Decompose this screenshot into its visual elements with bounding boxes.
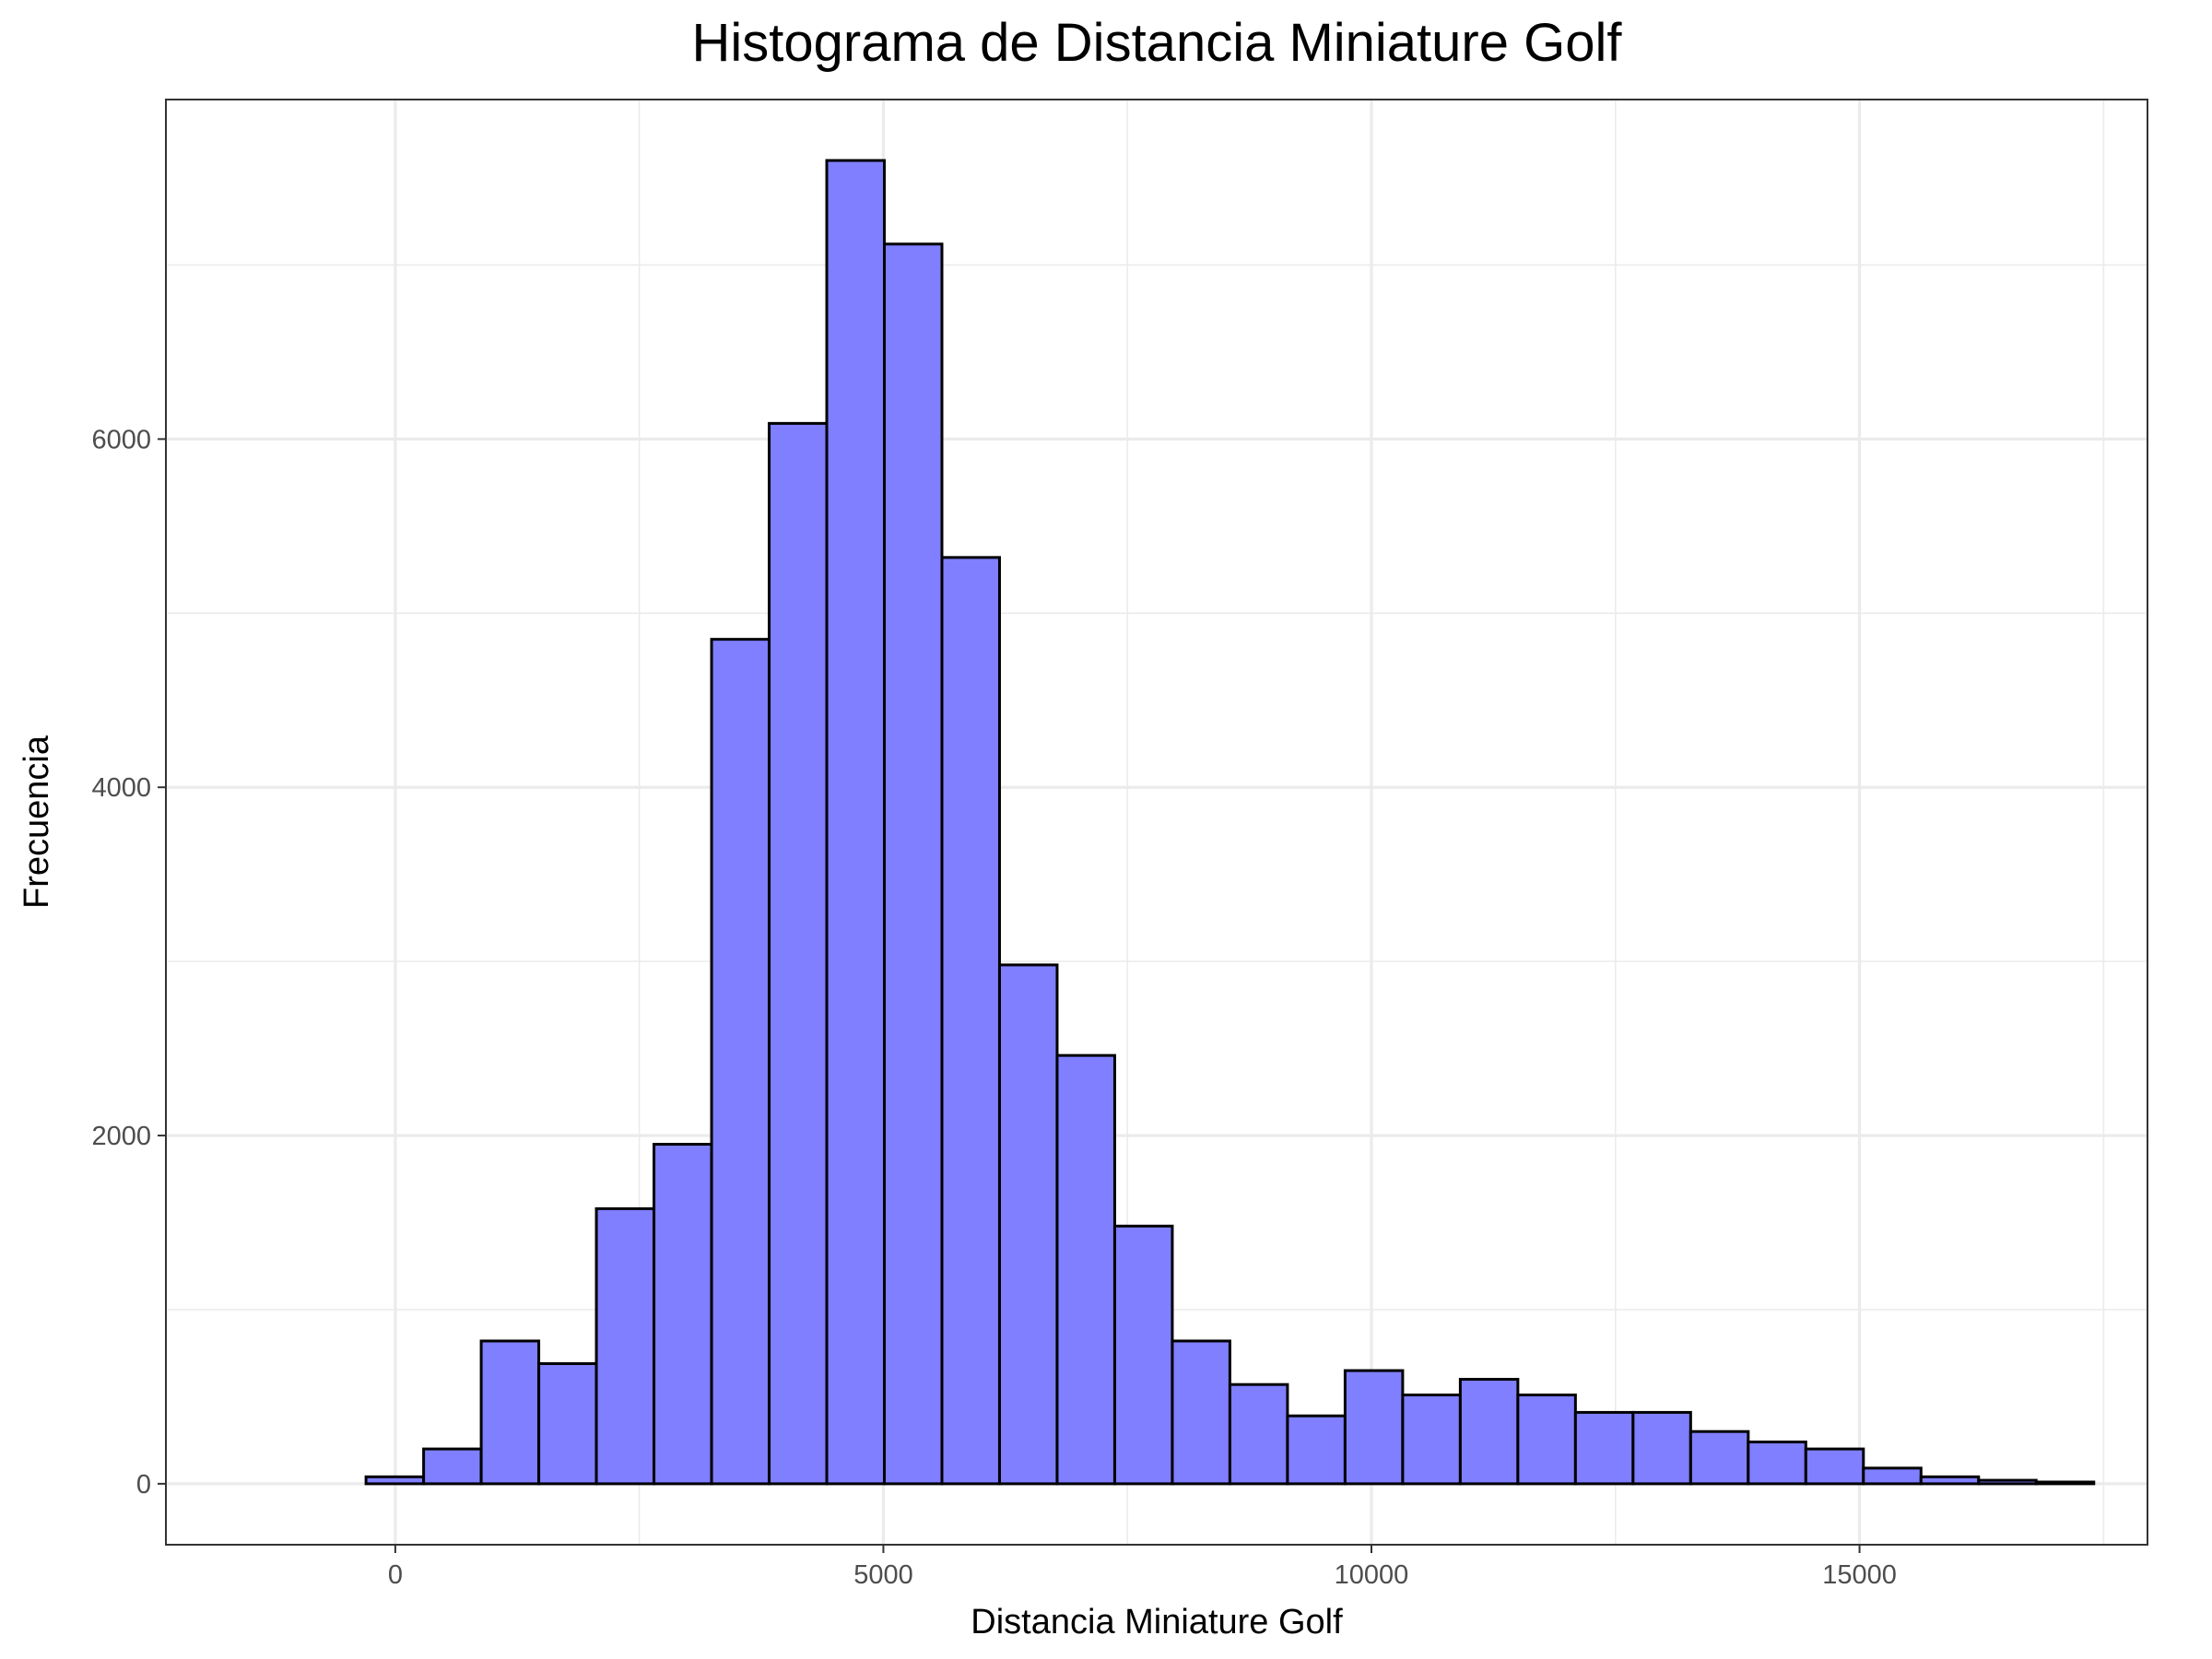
chart-title: Histograma de Distancia Miniature Golf: [692, 13, 1623, 73]
y-axis-title: Frecuencia: [18, 735, 56, 909]
histogram-bar: [1631, 1410, 1692, 1486]
histogram-bar: [422, 1447, 483, 1486]
plot-panel-border: [165, 99, 2148, 1546]
histogram-bar: [364, 1475, 426, 1486]
histogram-bar: [1401, 1394, 1462, 1486]
histogram-bar: [2034, 1480, 2096, 1486]
minor-gridlines: [166, 100, 2147, 1545]
histogram-bar: [1747, 1441, 1807, 1486]
histogram-bar: [1458, 1378, 1520, 1486]
histogram-bar: [1228, 1382, 1289, 1486]
histogram-bar: [710, 638, 771, 1486]
x-tick-label: 10000: [1335, 1560, 1409, 1590]
histogram-bar: [940, 556, 1001, 1486]
histogram-bar: [479, 1339, 541, 1486]
y-tick-label: 4000: [91, 773, 151, 803]
histogram-bar: [997, 963, 1059, 1486]
y-axis-ticks: 0 2000 4000 6000: [91, 425, 166, 1500]
y-tick-label: 6000: [91, 425, 151, 454]
histogram-bar: [1977, 1478, 2038, 1486]
histogram-bar: [825, 159, 887, 1486]
histogram-bar: [594, 1206, 656, 1486]
histogram-bar: [1688, 1430, 1750, 1486]
histogram-bar: [537, 1362, 598, 1486]
histogram-bar: [1055, 1053, 1116, 1486]
histogram-bar: [1516, 1394, 1577, 1486]
y-tick-label: 0: [136, 1470, 151, 1500]
histogram-bar: [1343, 1369, 1405, 1486]
x-tick-label: 5000: [853, 1560, 913, 1590]
histogram-bar: [1862, 1466, 1923, 1486]
histogram-bar: [1804, 1447, 1865, 1486]
histogram-bar: [1112, 1224, 1174, 1486]
y-tick-label: 2000: [91, 1122, 151, 1151]
x-tick-label: 0: [388, 1560, 403, 1590]
histogram-bar: [1171, 1339, 1231, 1486]
histogram-bar: [1919, 1475, 1981, 1486]
histogram-bars: [364, 159, 2096, 1486]
x-axis-ticks: 0 5000 10000 15000: [388, 1545, 1897, 1590]
histogram-bar: [653, 1142, 713, 1486]
histogram-bar: [1286, 1414, 1347, 1486]
histogram-bar: [1573, 1410, 1635, 1486]
histogram-bar: [768, 421, 829, 1486]
x-axis-title: Distancia Miniature Golf: [971, 1603, 1343, 1641]
histogram-bar: [883, 242, 944, 1486]
x-tick-label: 15000: [1822, 1560, 1897, 1590]
